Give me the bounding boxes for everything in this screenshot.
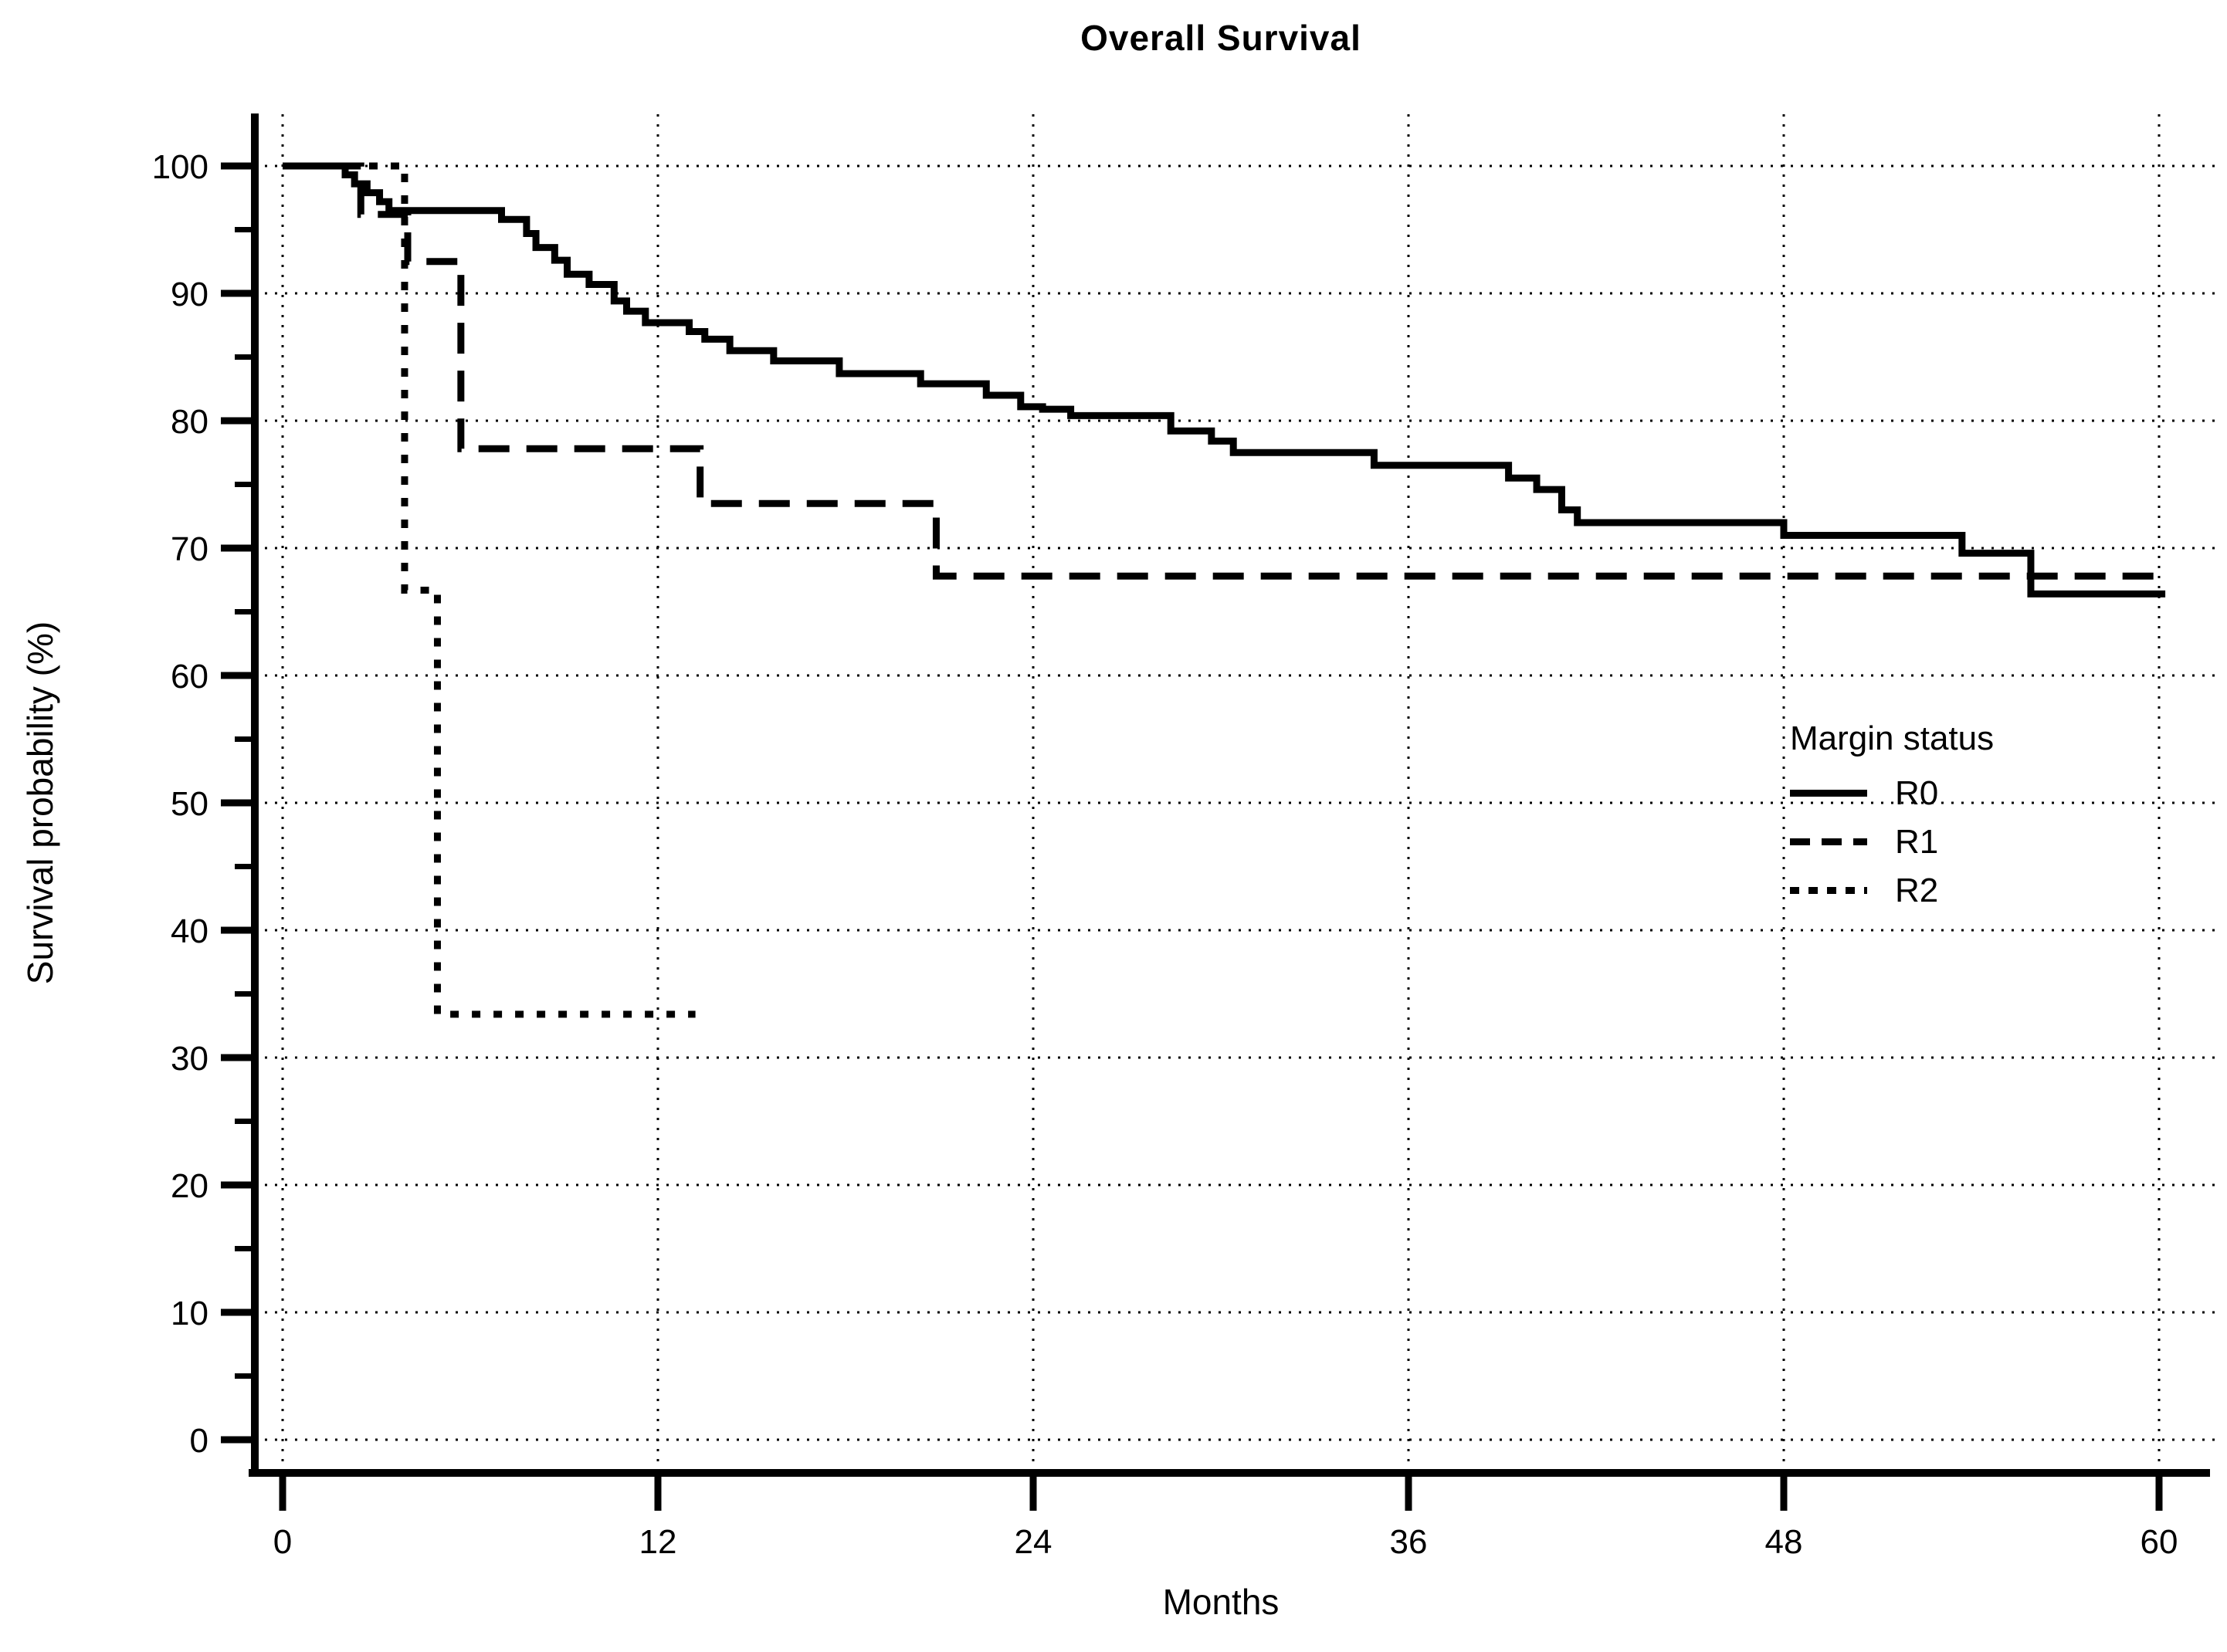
x-tick-label: 12 — [639, 1523, 677, 1561]
y-tick-label: 70 — [171, 530, 208, 568]
legend-item-label: R0 — [1895, 774, 1939, 812]
survival-curve-r0 — [283, 162, 2166, 597]
dotted-line-swatch — [1790, 887, 1867, 894]
y-tick-label: 0 — [190, 1422, 208, 1460]
y-tick-label: 80 — [171, 403, 208, 441]
legend-item-r2: R2 — [1790, 866, 1994, 915]
x-tick-label: 48 — [1765, 1523, 1803, 1561]
y-tick-label: 90 — [171, 276, 208, 313]
y-tick-label: 30 — [171, 1040, 208, 1078]
y-tick-label: 10 — [171, 1295, 208, 1332]
dashed-line-swatch — [1790, 838, 1867, 845]
legend-item-label: R2 — [1895, 871, 1939, 909]
x-tick-label: 0 — [273, 1523, 292, 1561]
solid-line-swatch — [1790, 790, 1867, 797]
y-tick-label: 20 — [171, 1167, 208, 1205]
legend-item-r0: R0 — [1790, 769, 1994, 818]
legend-item-r1: R1 — [1790, 818, 1994, 866]
y-axis-title: Survival probability (%) — [20, 621, 60, 985]
y-tick-label: 50 — [171, 785, 208, 823]
x-axis-title: Months — [1162, 1582, 1280, 1622]
legend: Margin status R0 R1 R2 — [1790, 719, 1994, 915]
y-tick-label: 40 — [171, 912, 208, 950]
x-tick-label: 24 — [1015, 1523, 1052, 1561]
survival-curve-r1 — [283, 162, 2166, 580]
chart-title: Overall Survival — [1080, 18, 1361, 58]
y-tick-label: 60 — [171, 658, 208, 696]
legend-item-label: R1 — [1895, 822, 1939, 861]
legend-title: Margin status — [1790, 719, 1995, 757]
x-tick-label: 60 — [2141, 1523, 2178, 1561]
x-tick-label: 36 — [1390, 1523, 1428, 1561]
y-tick-label: 100 — [152, 148, 208, 186]
survival-curve-r2 — [283, 162, 696, 1018]
